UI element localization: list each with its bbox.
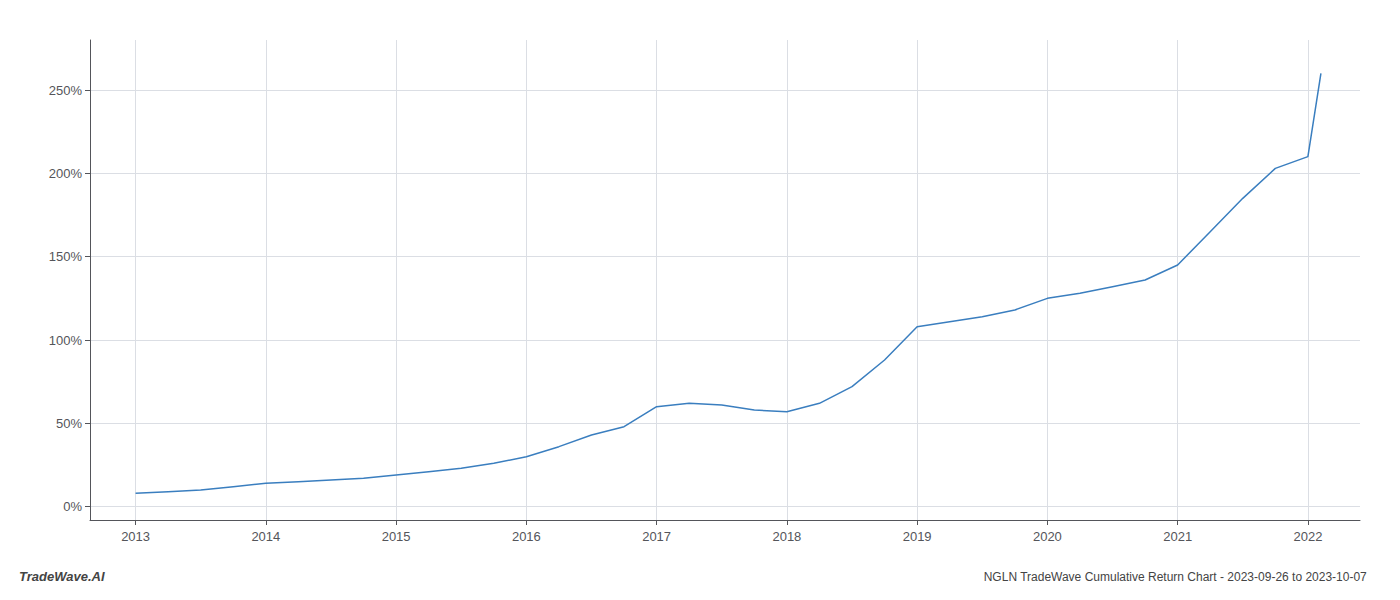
svg-text:0%: 0%: [63, 499, 82, 514]
svg-text:150%: 150%: [49, 249, 83, 264]
svg-text:2017: 2017: [642, 529, 671, 544]
svg-text:2013: 2013: [121, 529, 150, 544]
svg-text:2022: 2022: [1293, 529, 1322, 544]
svg-text:2016: 2016: [512, 529, 541, 544]
svg-text:200%: 200%: [49, 166, 83, 181]
svg-text:TradeWave.AI: TradeWave.AI: [19, 569, 105, 584]
svg-text:2014: 2014: [251, 529, 280, 544]
svg-text:50%: 50%: [56, 416, 82, 431]
svg-text:2015: 2015: [382, 529, 411, 544]
svg-text:NGLN TradeWave Cumulative Retu: NGLN TradeWave Cumulative Return Chart -…: [984, 570, 1367, 584]
svg-text:2018: 2018: [772, 529, 801, 544]
svg-text:2019: 2019: [903, 529, 932, 544]
svg-text:2020: 2020: [1033, 529, 1062, 544]
svg-text:100%: 100%: [49, 333, 83, 348]
svg-text:2021: 2021: [1163, 529, 1192, 544]
svg-text:250%: 250%: [49, 83, 83, 98]
